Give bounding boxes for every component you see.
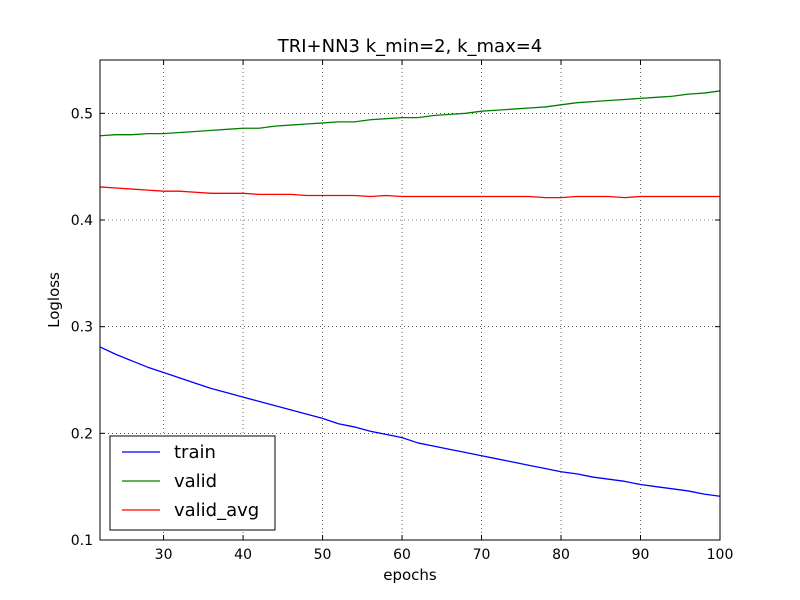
series-line-train (99, 346, 721, 497)
y-tick-label: 0.4 (71, 213, 93, 229)
x-tick-label: 60 (393, 547, 411, 563)
chart-title: TRI+NN3 k_min=2, k_max=4 (277, 36, 543, 57)
x-tick-label: 70 (473, 547, 491, 563)
x-tick-label: 100 (707, 547, 734, 563)
y-tick-label: 0.5 (71, 106, 93, 122)
legend-label-valid-avg: valid_avg (174, 500, 259, 521)
x-tick-label: 40 (234, 547, 252, 563)
x-tick-label: 50 (314, 547, 332, 563)
x-tick-label: 30 (155, 547, 173, 563)
series-line-valid (99, 90, 721, 137)
x-tick-label: 90 (632, 547, 650, 563)
series-lines (99, 90, 721, 497)
y-tick-label: 0.1 (71, 533, 93, 549)
series-line-valid-avg (99, 186, 720, 199)
plot-frame (99, 59, 721, 541)
y-tick-label: 0.3 (71, 320, 93, 336)
x-axis-label: epochs (383, 566, 437, 584)
grid (100, 60, 720, 540)
legend: train valid valid_avg (109, 435, 276, 531)
axis-ticks: 30 40 50 60 70 80 90 100 0.1 0.2 0.3 0.4 0.5 (71, 60, 734, 563)
x-tick-label: 80 (552, 547, 570, 563)
legend-label-valid: valid (174, 471, 217, 492)
y-tick-label: 0.2 (71, 426, 93, 442)
y-axis-label: Logloss (45, 272, 63, 328)
legend-label-train: train (174, 442, 216, 463)
